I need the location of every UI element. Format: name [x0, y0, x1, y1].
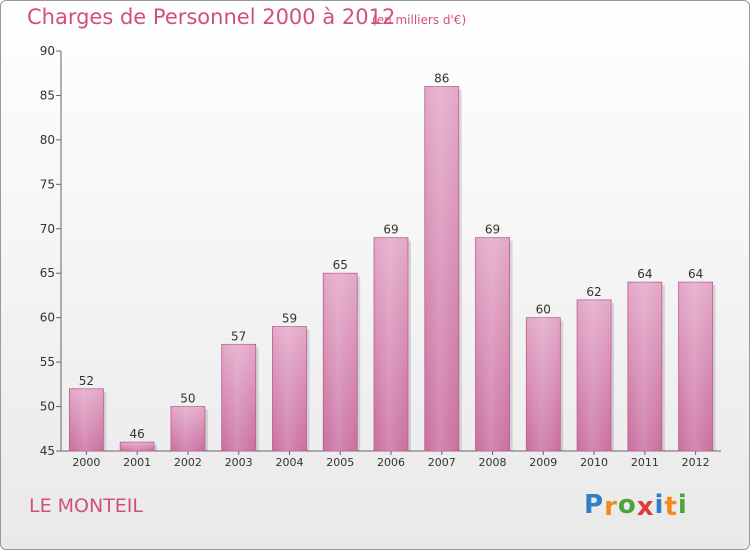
- y-tick-label: 85: [40, 88, 55, 102]
- chart-subtitle: (en milliers d'€): [372, 13, 467, 27]
- bar-shine: [627, 282, 662, 451]
- bar-shine: [678, 282, 713, 451]
- data-label: 50: [180, 392, 195, 406]
- bar-shine: [69, 388, 104, 451]
- data-label: 57: [231, 329, 246, 343]
- y-tick-label: 50: [40, 400, 55, 414]
- x-tick-label: 2002: [174, 456, 202, 469]
- y-tick-label: 80: [40, 133, 55, 147]
- x-tick-label: 2007: [428, 456, 456, 469]
- y-tick-label: 60: [40, 311, 55, 325]
- x-tick-label: 2008: [479, 456, 507, 469]
- bar-shine: [170, 406, 205, 451]
- x-tick-label: 2009: [529, 456, 557, 469]
- x-tick-label: 2010: [580, 456, 608, 469]
- data-label: 62: [586, 285, 601, 299]
- bar-shine: [272, 326, 307, 451]
- bar-shine: [475, 237, 510, 451]
- logo-letter: i: [654, 490, 665, 520]
- logo-letter: o: [617, 490, 637, 520]
- x-tick-label: 2012: [682, 456, 710, 469]
- logo-letter: t: [664, 492, 678, 522]
- y-tick-label: 90: [40, 44, 55, 58]
- y-tick-label: 55: [40, 355, 55, 369]
- bar-shine: [374, 237, 408, 451]
- logo-letter: P: [584, 490, 605, 520]
- bar-shine: [526, 317, 561, 451]
- data-label: 52: [79, 374, 94, 388]
- x-tick-label: 2004: [275, 456, 303, 469]
- y-tick-label: 75: [40, 177, 55, 191]
- place-name: LE MONTEIL: [29, 495, 143, 517]
- x-tick-label: 2006: [377, 456, 405, 469]
- y-tick-label: 70: [40, 222, 55, 236]
- chart-title: Charges de Personnel 2000 à 2012: [27, 5, 396, 29]
- data-label: 64: [688, 267, 703, 281]
- x-tick-label: 2011: [631, 456, 659, 469]
- bar-shine: [424, 86, 459, 452]
- logo-letter: i: [677, 490, 688, 520]
- data-label: 59: [282, 312, 297, 326]
- x-tick-label: 2003: [225, 456, 253, 469]
- data-label: 46: [130, 427, 145, 441]
- bar-shine: [120, 442, 155, 451]
- bar-shine: [221, 344, 256, 451]
- y-tick-label: 45: [40, 444, 55, 458]
- x-tick-label: 2001: [123, 456, 151, 469]
- proxiti-logo[interactable]: Proxiti: [584, 490, 688, 522]
- bar-shine: [323, 273, 358, 451]
- x-tick-label: 2005: [326, 456, 354, 469]
- y-tick-label: 65: [40, 266, 55, 280]
- data-label: 60: [536, 303, 551, 317]
- data-label: 65: [333, 258, 348, 272]
- logo-letter: x: [636, 492, 655, 522]
- data-label: 86: [434, 72, 449, 86]
- data-label: 64: [637, 267, 652, 281]
- data-label: 69: [485, 223, 500, 237]
- logo-letter: r: [604, 492, 618, 522]
- bar-shine: [577, 299, 612, 451]
- data-label: 69: [383, 223, 398, 237]
- x-tick-label: 2000: [72, 456, 100, 469]
